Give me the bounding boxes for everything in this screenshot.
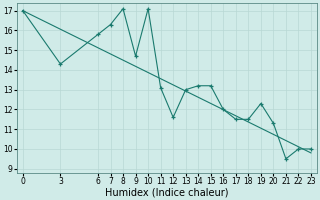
X-axis label: Humidex (Indice chaleur): Humidex (Indice chaleur) [105, 187, 229, 197]
